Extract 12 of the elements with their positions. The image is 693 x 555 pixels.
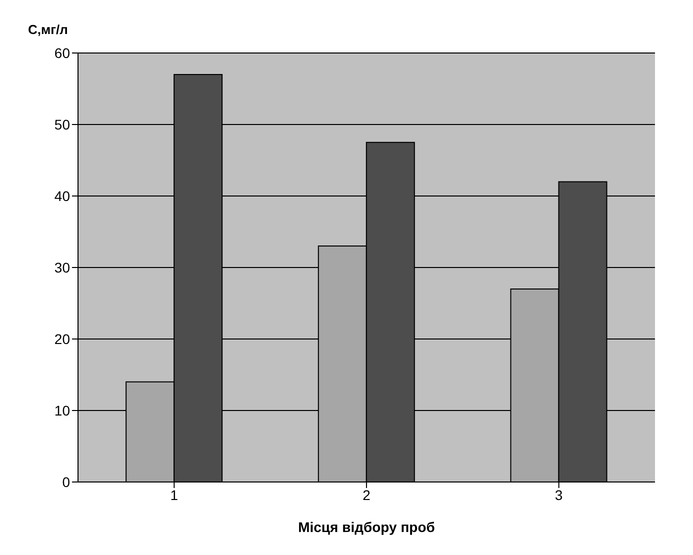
y-tick-label: 30 bbox=[54, 259, 70, 276]
y-tick-label: 60 bbox=[54, 44, 70, 61]
y-tick-label: 40 bbox=[54, 188, 70, 204]
y-tick-label: 20 bbox=[54, 330, 70, 347]
y-tick-label: 0 bbox=[62, 474, 70, 490]
y-tick-label: 50 bbox=[54, 116, 70, 132]
y-tick-label: 10 bbox=[54, 402, 70, 418]
x-tick-label: 1 bbox=[170, 486, 178, 503]
y-axis-title: С,мг/л bbox=[28, 22, 68, 37]
x-tick-label: 2 bbox=[362, 486, 371, 503]
x-tick-label: 3 bbox=[554, 486, 563, 503]
x-axis-title: Місця відбору проб bbox=[298, 519, 436, 535]
